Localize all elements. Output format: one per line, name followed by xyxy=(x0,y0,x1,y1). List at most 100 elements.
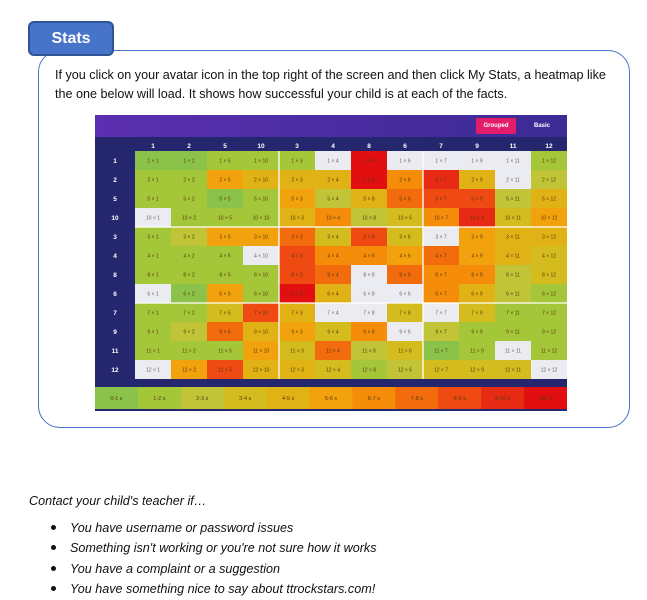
heatmap-cell xyxy=(459,265,495,284)
heatmap-cell xyxy=(315,151,351,170)
grouped-button[interactable]: Grouped xyxy=(476,118,516,134)
heatmap-cell xyxy=(315,341,351,360)
heatmap-cell-label: 1 × 12 xyxy=(542,159,556,165)
heatmap-cell-label: 4 × 6 xyxy=(399,254,410,260)
heatmap-cell-label: 8 × 11 xyxy=(506,273,520,279)
heatmap-cell-label: 6 × 2 xyxy=(183,292,194,298)
legend-label: 8-9 s xyxy=(454,396,466,402)
heatmap-cell xyxy=(171,208,207,227)
row-header: 3 xyxy=(113,234,117,241)
legend-label: 10+ s xyxy=(539,396,553,402)
heatmap-cell xyxy=(423,322,459,341)
heatmap-cell-label: 3 × 1 xyxy=(147,235,158,241)
heatmap-cell-label: 8 × 10 xyxy=(254,273,268,279)
heatmap-cell xyxy=(423,360,459,379)
legend-label: 6-7 s xyxy=(368,396,380,402)
heatmap-cell xyxy=(459,170,495,189)
heatmap-cell-label: 10 × 1 xyxy=(146,216,160,222)
legend-label: 2-3 s xyxy=(196,396,208,402)
heatmap-cell xyxy=(315,284,351,303)
heatmap-cell xyxy=(207,284,243,303)
heatmap-cell-label: 6 × 12 xyxy=(542,292,556,298)
heatmap-cell xyxy=(351,360,387,379)
heatmap-cell xyxy=(315,208,351,227)
heatmap-cell-label: 4 × 3 xyxy=(291,254,302,260)
heatmap-cell xyxy=(243,303,279,322)
heatmap-cell xyxy=(135,322,171,341)
heatmap-cell xyxy=(135,246,171,265)
intro-paragraph: If you click on your avatar icon in the … xyxy=(55,68,606,101)
heatmap-toolbar: Grouped Basic xyxy=(95,115,567,137)
heatmap-cell-label: 8 × 2 xyxy=(183,273,194,279)
heatmap-cell-label: 11 × 11 xyxy=(505,349,521,355)
heatmap-cell-label: 11 × 5 xyxy=(218,349,232,355)
heatmap-cell xyxy=(423,189,459,208)
heatmap-cell xyxy=(279,246,315,265)
heatmap-cell xyxy=(243,360,279,379)
legend-swatch xyxy=(309,387,353,409)
list-item: You have username or password issues xyxy=(48,518,377,538)
column-header: 7 xyxy=(439,143,443,150)
heatmap-cell xyxy=(135,360,171,379)
heatmap-cell xyxy=(243,170,279,189)
heatmap-cell-label: 3 × 9 xyxy=(471,235,482,241)
heatmap-cell-label: 9 × 1 xyxy=(147,330,158,336)
heatmap-cell xyxy=(351,265,387,284)
heatmap-cell-label: 4 × 1 xyxy=(147,254,158,260)
heatmap-cell xyxy=(135,151,171,170)
column-header: 6 xyxy=(403,143,407,150)
heatmap-cell xyxy=(315,227,351,246)
heatmap-cell-label: 9 × 12 xyxy=(542,330,556,336)
heatmap-cell xyxy=(207,227,243,246)
heatmap-cell xyxy=(171,284,207,303)
heatmap-cell-label: 1 × 9 xyxy=(471,159,482,165)
heatmap-cell-label: 10 × 8 xyxy=(362,216,376,222)
heatmap-cell-label: 1 × 2 xyxy=(183,159,194,165)
heatmap-cell xyxy=(315,246,351,265)
bullet-icon xyxy=(51,545,56,551)
heatmap-cell xyxy=(387,341,423,360)
heatmap-cell-label: 9 × 8 xyxy=(363,330,374,336)
heatmap-cell xyxy=(459,341,495,360)
heatmap-cell-label: 12 × 12 xyxy=(541,368,558,374)
row-header: 1 xyxy=(113,158,117,165)
heatmap-cell-label: 2 × 6 xyxy=(399,178,410,184)
heatmap-cell-label: 3 × 5 xyxy=(219,235,230,241)
heatmap-cell-label: 3 × 12 xyxy=(542,235,556,241)
heatmap-cell-label: 5 × 4 xyxy=(327,197,338,203)
list-item-text: You have something nice to say about ttr… xyxy=(70,581,376,596)
heatmap-cell xyxy=(387,189,423,208)
heatmap-cell-label: 6 × 4 xyxy=(327,292,338,298)
heatmap-cell-label: 11 × 7 xyxy=(434,349,448,355)
legend-swatch xyxy=(438,387,482,409)
heatmap-cell xyxy=(351,246,387,265)
heatmap-cell xyxy=(279,189,315,208)
heatmap-cell xyxy=(279,303,315,322)
heatmap-cell xyxy=(207,189,243,208)
list-item: You have a complaint or a suggestion xyxy=(48,559,377,579)
heatmap-cell-label: 1 × 6 xyxy=(399,159,410,165)
column-header: 4 xyxy=(331,143,335,150)
heatmap-cell-label: 3 × 11 xyxy=(506,235,520,241)
heatmap-cell xyxy=(495,303,531,322)
column-header: 5 xyxy=(223,143,227,150)
heatmap-cell-label: 7 × 7 xyxy=(435,311,446,317)
heatmap-cell xyxy=(171,227,207,246)
heatmap-cell-label: 7 × 9 xyxy=(471,311,482,317)
heatmap-cell-label: 5 × 12 xyxy=(542,197,556,203)
heatmap-cell-label: 5 × 10 xyxy=(254,197,268,203)
heatmap-cell-label: 11 × 4 xyxy=(326,349,340,355)
heatmap-cell xyxy=(531,341,567,360)
heatmap-cell-label: 12 × 4 xyxy=(326,368,340,374)
heatmap-cell xyxy=(207,151,243,170)
heatmap-cell xyxy=(495,170,531,189)
heatmap-cell-label: 1 × 3 xyxy=(291,159,302,165)
stats-panel xyxy=(38,50,630,428)
heatmap-cell xyxy=(387,151,423,170)
bullet-icon xyxy=(51,525,56,530)
heatmap-cell xyxy=(423,246,459,265)
heatmap-cell-label: 4 × 2 xyxy=(183,254,194,260)
heatmap-cell xyxy=(531,189,567,208)
heatmap-cell-label: 11 × 3 xyxy=(290,349,304,355)
basic-button[interactable]: Basic xyxy=(533,123,550,129)
